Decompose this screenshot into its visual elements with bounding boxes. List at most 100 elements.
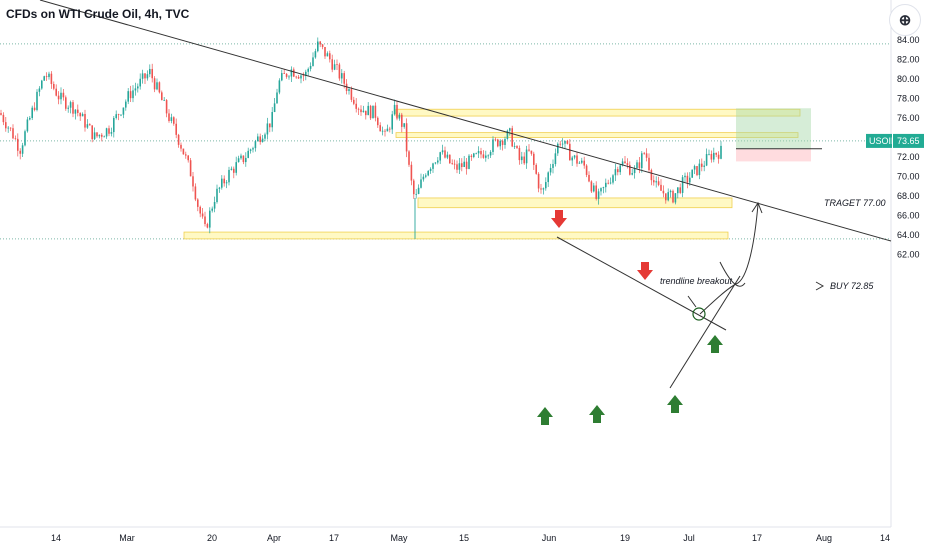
candle-body bbox=[595, 185, 597, 199]
candle-body bbox=[715, 152, 717, 155]
candle-body bbox=[494, 139, 497, 141]
candle-body bbox=[113, 118, 115, 133]
candle-body bbox=[377, 117, 379, 126]
candle-body bbox=[374, 105, 377, 118]
candle-body bbox=[429, 168, 432, 171]
candle-body bbox=[199, 206, 201, 214]
candle-body bbox=[329, 53, 331, 60]
candle-body bbox=[33, 107, 36, 110]
candle-body bbox=[446, 154, 449, 158]
candle-body bbox=[170, 117, 173, 121]
candle-body bbox=[708, 153, 710, 155]
candle-body bbox=[19, 150, 21, 154]
candle-body bbox=[583, 160, 585, 166]
candle-body bbox=[67, 107, 69, 109]
candle-body bbox=[487, 155, 489, 157]
candle-body bbox=[425, 175, 427, 177]
candle-body bbox=[581, 160, 583, 163]
price-tag-label: 73.65 bbox=[897, 136, 920, 146]
candle-body bbox=[324, 46, 326, 57]
candle-body bbox=[497, 139, 499, 147]
candle-body bbox=[86, 124, 89, 128]
candle-body bbox=[341, 73, 343, 79]
support-resistance-zone bbox=[395, 132, 799, 138]
candle-body bbox=[117, 114, 120, 116]
candle-body bbox=[110, 132, 113, 134]
y-tick-label: 84.00 bbox=[897, 35, 920, 45]
candle-body bbox=[576, 155, 578, 164]
candle-body bbox=[357, 108, 360, 110]
tradingview-logo-icon[interactable]: ⊕ bbox=[889, 4, 921, 36]
candle-body bbox=[350, 89, 353, 100]
up-arrow-icon bbox=[707, 335, 723, 353]
candle-body bbox=[17, 138, 19, 151]
candle-body bbox=[333, 64, 336, 70]
candle-body bbox=[259, 136, 261, 143]
candle-body bbox=[326, 53, 329, 57]
candle-body bbox=[415, 193, 417, 195]
candle-body bbox=[648, 157, 650, 171]
candle-body bbox=[573, 155, 576, 158]
candle-body bbox=[720, 145, 722, 159]
candle-body bbox=[470, 155, 473, 157]
candle-body bbox=[209, 210, 211, 228]
y-tick-label: 80.00 bbox=[897, 74, 920, 84]
candle-body bbox=[525, 149, 528, 164]
candle-body bbox=[338, 64, 341, 79]
up-arrow-icon bbox=[667, 395, 683, 413]
candle-body bbox=[125, 101, 127, 108]
target-annotation: TRAGET 77.00 bbox=[824, 198, 886, 208]
candle-body bbox=[365, 110, 367, 116]
candle-body bbox=[540, 188, 542, 190]
candle-body bbox=[379, 125, 381, 132]
candle-body bbox=[21, 145, 24, 154]
candle-body bbox=[422, 176, 425, 180]
candle-body bbox=[53, 84, 55, 89]
candle-body bbox=[530, 150, 533, 154]
candle-series bbox=[0, 37, 722, 234]
y-tick-label: 82.00 bbox=[897, 55, 920, 65]
candle-body bbox=[139, 78, 141, 87]
candle-body bbox=[468, 155, 470, 169]
candle-body bbox=[336, 64, 338, 66]
candle-body bbox=[492, 139, 494, 152]
candle-body bbox=[511, 128, 513, 147]
candle-body bbox=[302, 75, 305, 77]
candle-body bbox=[545, 182, 547, 189]
candle-body bbox=[703, 165, 705, 167]
candle-body bbox=[432, 163, 434, 169]
candle-body bbox=[81, 113, 84, 117]
candle-body bbox=[74, 109, 77, 114]
x-tick-label: 20 bbox=[207, 533, 217, 543]
candle-body bbox=[449, 154, 451, 164]
candle-body bbox=[129, 91, 132, 99]
candle-body bbox=[281, 73, 283, 81]
candle-body bbox=[619, 165, 621, 173]
candle-body bbox=[271, 111, 273, 128]
candle-body bbox=[305, 71, 307, 76]
triangle-upper-line bbox=[556, 236, 727, 331]
candle-body bbox=[245, 157, 247, 163]
candle-body bbox=[367, 105, 369, 116]
candle-body bbox=[321, 44, 324, 47]
up-arrow-icon bbox=[589, 405, 605, 423]
candle-body bbox=[348, 89, 350, 91]
candle-body bbox=[672, 190, 674, 203]
candle-body bbox=[441, 150, 444, 153]
candle-body bbox=[645, 153, 648, 158]
candle-body bbox=[552, 164, 554, 168]
candle-body bbox=[276, 92, 278, 104]
candle-body bbox=[391, 114, 393, 130]
candle-body bbox=[513, 146, 516, 147]
candle-body bbox=[223, 178, 225, 184]
candle-body bbox=[717, 154, 720, 159]
candle-body bbox=[62, 92, 65, 98]
candle-body bbox=[689, 177, 691, 183]
candle-body bbox=[669, 190, 672, 193]
breakout-annotation: trendline breakout bbox=[660, 276, 733, 286]
candle-body bbox=[317, 41, 319, 52]
candle-body bbox=[662, 190, 665, 194]
candle-body bbox=[485, 155, 487, 158]
candle-body bbox=[362, 110, 365, 113]
